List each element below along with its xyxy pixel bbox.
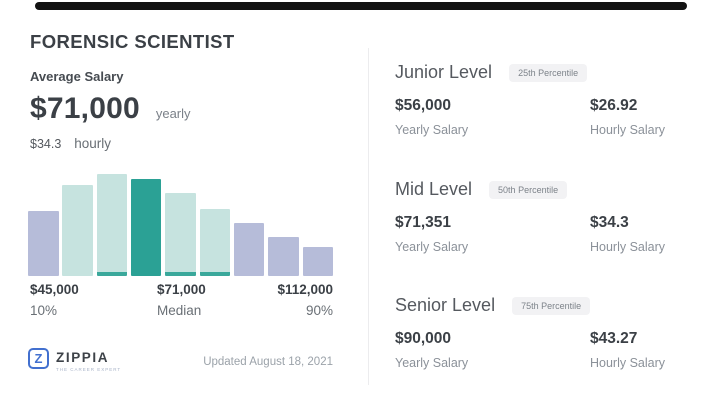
salary-distribution-chart [28, 174, 333, 276]
hourly-salary-unit: hourly [74, 136, 112, 151]
level-name: Junior Level [395, 62, 493, 82]
hourly-value-block: $34.3 Hourly Salary [590, 214, 665, 254]
histogram-bar [268, 237, 299, 276]
yearly-salary-row: $71,000 yearly [30, 92, 191, 126]
level-name: Senior Level [395, 295, 496, 315]
level-header: Senior Level 75th Percentile [395, 295, 695, 316]
yearly-value-label: Yearly Salary [395, 123, 469, 137]
hourly-value-label: Hourly Salary [590, 356, 666, 370]
level-header: Mid Level 50th Percentile [395, 179, 695, 200]
annotation-label: 10% [30, 303, 58, 318]
zippia-tagline: THE CAREER EXPERT [56, 367, 122, 372]
zippia-wordmark-text: ZIPPIA [56, 350, 110, 365]
annotation-amount: $45,000 [30, 282, 79, 297]
vertical-divider [368, 48, 369, 385]
hourly-value-label: Hourly Salary [590, 240, 666, 254]
hourly-value-label: Hourly Salary [590, 123, 666, 137]
yearly-salary-unit: yearly [155, 106, 191, 121]
histogram-bar [62, 185, 93, 276]
percentile-annotation-90: $112,000 90% [240, 282, 333, 318]
percentile-badge: 75th Percentile [512, 296, 591, 315]
hourly-value: $34.3 [590, 214, 629, 231]
histogram-bar [96, 174, 128, 276]
level-values: $90,000 Yearly Salary $43.27 Hourly Sala… [395, 330, 695, 376]
mid-level-section: Mid Level 50th Percentile $71,351 Yearly… [395, 179, 695, 260]
junior-level-section: Junior Level 25th Percentile $56,000 Yea… [395, 62, 695, 143]
annotation-label: Median [157, 303, 202, 318]
yearly-value-label: Yearly Salary [395, 240, 469, 254]
page-title: FORENSIC SCIENTIST [30, 31, 235, 52]
histogram-bar-median [130, 179, 162, 276]
updated-date: Updated August 18, 2021 [203, 356, 333, 368]
senior-level-section: Senior Level 75th Percentile $90,000 Yea… [395, 295, 695, 376]
hourly-value: $43.27 [590, 330, 638, 347]
annotation-label: 90% [305, 303, 333, 318]
hourly-salary-amount: $34.3 [30, 137, 62, 151]
histogram-bar [302, 247, 333, 276]
percentile-badge: 25th Percentile [509, 63, 588, 82]
yearly-value-block: $90,000 Yearly Salary [395, 330, 468, 370]
hourly-value: $26.92 [590, 97, 638, 114]
yearly-salary-amount: $71,000 [30, 92, 140, 125]
yearly-value: $56,000 [395, 97, 452, 114]
histogram-bar [199, 209, 231, 276]
top-bar [35, 2, 687, 10]
histogram-bars [28, 174, 333, 276]
average-salary-label: Average Salary [30, 69, 124, 84]
histogram-bar [165, 193, 196, 276]
annotation-amount: $112,000 [277, 282, 333, 297]
yearly-value-label: Yearly Salary [395, 356, 469, 370]
zippia-logo: Z ZIPPIA THE CAREER EXPERT [28, 348, 121, 372]
histogram-bar [233, 223, 265, 276]
yearly-value: $71,351 [395, 214, 452, 231]
annotation-amount: $71,000 [157, 282, 206, 297]
level-header: Junior Level 25th Percentile [395, 62, 695, 83]
histogram-bar [28, 211, 59, 276]
yearly-value-block: $71,351 Yearly Salary [395, 214, 468, 254]
yearly-value: $90,000 [395, 330, 452, 347]
yearly-value-block: $56,000 Yearly Salary [395, 97, 468, 137]
hourly-value-block: $26.92 Hourly Salary [590, 97, 665, 137]
level-values: $56,000 Yearly Salary $26.92 Hourly Sala… [395, 97, 695, 143]
level-values: $71,351 Yearly Salary $34.3 Hourly Salar… [395, 214, 695, 260]
level-name: Mid Level [395, 179, 473, 199]
percentile-annotation-10: $45,000 10% [30, 282, 79, 318]
percentile-annotation-median: $71,000 Median [157, 282, 206, 318]
zippia-wordmark: ZIPPIA THE CAREER EXPERT [56, 348, 121, 372]
hourly-value-block: $43.27 Hourly Salary [590, 330, 665, 370]
percentile-badge: 50th Percentile [489, 180, 568, 199]
zippia-logo-icon: Z [28, 348, 49, 369]
hourly-salary-row: $34.3 hourly [30, 136, 111, 151]
